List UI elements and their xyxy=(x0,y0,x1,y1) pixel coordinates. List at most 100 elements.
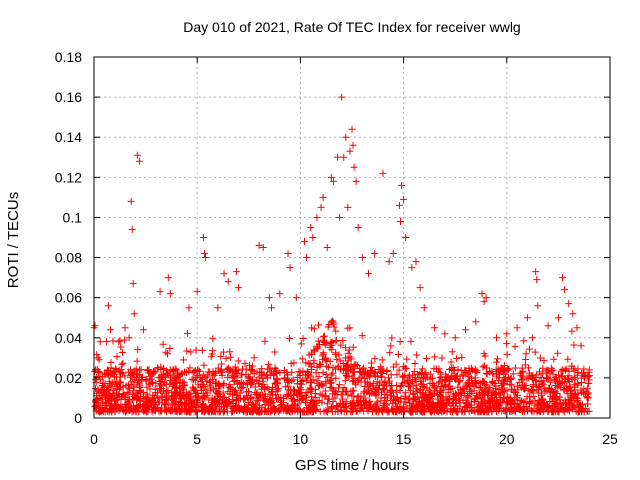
data-point xyxy=(397,217,405,225)
data-point xyxy=(472,318,480,326)
data-point xyxy=(521,384,529,392)
data-point xyxy=(531,377,539,385)
data-point xyxy=(462,403,470,411)
data-point xyxy=(119,359,127,367)
data-point xyxy=(164,350,172,358)
data-point xyxy=(261,407,269,415)
data-point xyxy=(216,408,224,416)
data-point xyxy=(113,353,121,361)
data-point xyxy=(370,370,378,378)
data-point xyxy=(234,357,242,365)
data-point xyxy=(115,366,123,374)
data-point xyxy=(365,270,373,278)
data-point xyxy=(189,403,197,411)
data-point xyxy=(437,373,445,381)
data-point xyxy=(266,395,274,403)
data-point xyxy=(246,394,254,402)
data-point xyxy=(420,304,428,312)
data-point xyxy=(305,359,313,367)
data-point xyxy=(154,403,162,411)
data-point xyxy=(315,373,323,381)
data-point xyxy=(125,389,133,397)
data-point xyxy=(185,401,193,409)
data-point xyxy=(270,403,278,411)
data-point xyxy=(532,381,540,389)
data-point xyxy=(511,364,519,372)
data-point xyxy=(134,377,142,385)
data-point xyxy=(432,387,440,395)
data-point xyxy=(253,394,261,402)
data-point xyxy=(335,381,343,389)
data-point xyxy=(275,385,283,393)
data-point xyxy=(569,393,577,401)
data-point xyxy=(396,338,404,346)
data-point xyxy=(321,341,329,349)
data-point xyxy=(224,373,232,381)
data-point xyxy=(213,388,221,396)
data-point xyxy=(134,346,142,354)
data-point xyxy=(465,387,473,395)
data-point xyxy=(119,407,127,415)
data-point xyxy=(169,397,177,405)
data-point xyxy=(467,398,475,406)
data-point xyxy=(492,334,500,342)
data-point xyxy=(301,391,309,399)
data-point xyxy=(445,395,453,403)
data-point xyxy=(559,274,567,282)
data-point xyxy=(283,390,291,398)
data-point xyxy=(462,367,470,375)
data-point xyxy=(565,300,573,308)
data-point xyxy=(561,286,569,294)
y-tick-label: 0.02 xyxy=(55,370,82,386)
data-point xyxy=(515,404,523,412)
data-point xyxy=(450,366,458,374)
data-point xyxy=(316,390,324,398)
data-point xyxy=(117,403,125,411)
data-point xyxy=(226,367,234,375)
data-point xyxy=(190,386,198,394)
data-point xyxy=(570,341,578,349)
data-point xyxy=(368,406,376,414)
data-point xyxy=(503,340,511,348)
data-point xyxy=(109,386,117,394)
data-point xyxy=(113,401,121,409)
data-point xyxy=(350,377,358,385)
data-point xyxy=(258,372,266,380)
data-point xyxy=(197,386,205,394)
data-point xyxy=(419,380,427,388)
data-point xyxy=(371,373,379,381)
data-point xyxy=(225,397,233,405)
data-point xyxy=(192,373,200,381)
data-point xyxy=(102,404,110,412)
data-point xyxy=(437,403,445,411)
data-point xyxy=(286,264,294,272)
data-point xyxy=(200,371,208,379)
data-point xyxy=(550,355,558,363)
data-point xyxy=(268,368,276,376)
data-point xyxy=(330,320,338,328)
data-point xyxy=(521,361,529,369)
data-point xyxy=(557,367,565,375)
data-point xyxy=(240,395,248,403)
data-point xyxy=(533,276,541,284)
data-point xyxy=(166,290,174,298)
data-point xyxy=(337,391,345,399)
data-point xyxy=(435,378,443,386)
data-point xyxy=(177,370,185,378)
data-point xyxy=(209,335,217,343)
chart-title: Day 010 of 2021, Rate Of TEC Index for r… xyxy=(183,19,520,35)
data-point xyxy=(112,389,120,397)
data-point xyxy=(493,396,501,404)
data-point xyxy=(387,382,395,390)
data-point xyxy=(264,365,272,373)
data-point xyxy=(400,362,408,370)
data-point xyxy=(554,349,562,357)
data-point xyxy=(348,125,356,133)
data-point xyxy=(119,348,127,356)
data-point xyxy=(296,389,304,397)
data-point xyxy=(339,360,347,368)
data-point xyxy=(283,376,291,384)
data-point xyxy=(276,290,284,298)
data-point xyxy=(393,371,401,379)
data-point xyxy=(546,389,554,397)
